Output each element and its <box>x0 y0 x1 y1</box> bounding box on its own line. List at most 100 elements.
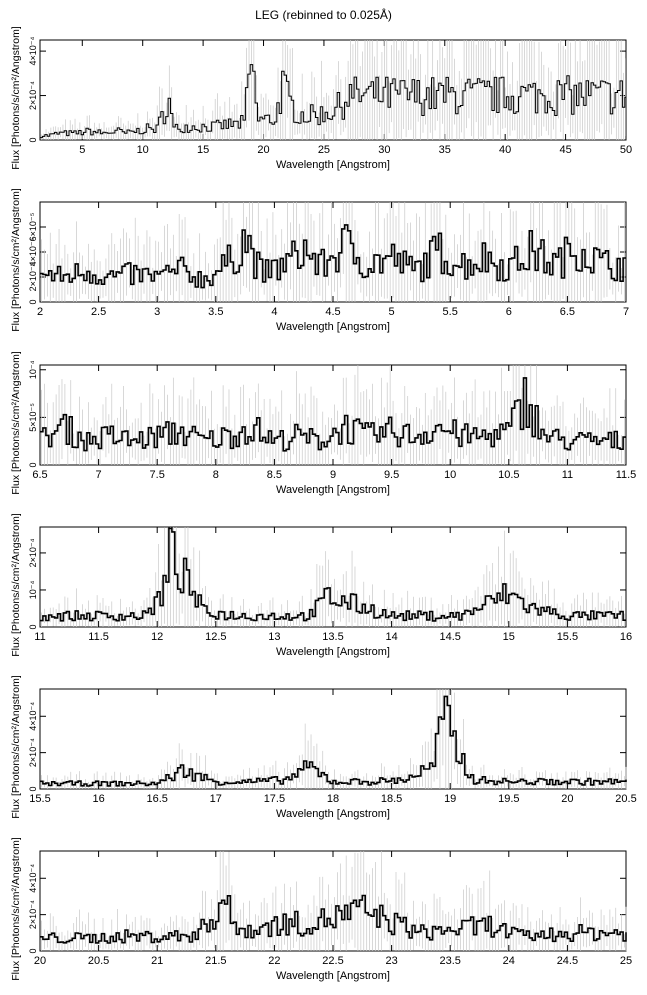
x-tick-label: 20.5 <box>88 955 109 967</box>
x-tick-label: 16 <box>92 793 104 805</box>
x-tick-label: 9.5 <box>384 469 399 481</box>
x-tick-label: 40 <box>499 144 511 156</box>
x-tick-label: 10.5 <box>498 469 519 481</box>
plot-frame <box>39 364 627 466</box>
x-tick-label: 2.5 <box>91 306 106 318</box>
x-tick-label: 22 <box>268 955 280 967</box>
x-tick-label: 21.5 <box>205 955 226 967</box>
x-tick-label: 11 <box>34 631 45 643</box>
x-tick-label: 7 <box>96 469 102 481</box>
x-tick-label: 20.5 <box>615 793 636 805</box>
x-axis-label: Wavelength [Angstrom] <box>276 808 390 820</box>
x-tick-label: 7 <box>623 306 629 318</box>
x-tick-label: 8 <box>213 469 219 481</box>
x-tick-label: 4 <box>271 306 277 318</box>
x-tick-label: 21 <box>151 955 163 967</box>
x-tick-label: 20 <box>257 144 269 156</box>
x-tick-label: 20 <box>34 955 46 967</box>
plot-frame <box>39 688 627 790</box>
x-tick-label: 20 <box>561 793 573 805</box>
x-tick-label: 14 <box>385 631 397 643</box>
x-tick-label: 16.5 <box>146 793 167 805</box>
plot-frame <box>39 526 627 628</box>
y-tick-label: 6×10⁻⁵ <box>28 212 38 241</box>
x-axis-label: Wavelength [Angstrom] <box>276 646 390 658</box>
spectrum-line <box>40 695 627 787</box>
x-tick-label: 6 <box>506 306 512 318</box>
y-axis-label: Flux [Photons/s/cm²/Angstrom] <box>10 351 22 495</box>
x-tick-label: 45 <box>559 144 571 156</box>
spectrum-line <box>40 64 626 139</box>
spectrum-line <box>40 527 626 622</box>
y-tick-label: 2×10⁻⁴ <box>28 538 38 567</box>
x-tick-label: 13.5 <box>322 631 343 643</box>
y-tick-label: 10⁻⁴ <box>28 360 38 379</box>
y-tick-label: 0 <box>28 137 38 142</box>
x-tick-label: 11 <box>562 469 573 481</box>
x-tick-label: 22.5 <box>322 955 343 967</box>
x-tick-label: 23 <box>385 955 397 967</box>
x-tick-label: 18.5 <box>381 793 402 805</box>
y-tick-label: 4×10⁻⁴ <box>28 37 38 66</box>
y-axis-label: Flux [Photons/s/cm²/Angstrom] <box>10 513 22 657</box>
x-tick-label: 15.5 <box>29 793 50 805</box>
y-tick-label: 2×10⁻⁴ <box>28 900 38 929</box>
x-tick-label: 10 <box>444 469 456 481</box>
x-tick-label: 30 <box>378 144 390 156</box>
x-tick-label: 12 <box>151 631 163 643</box>
x-tick-label: 19.5 <box>498 793 519 805</box>
y-tick-label: 0 <box>28 948 38 953</box>
x-tick-label: 17 <box>210 793 222 805</box>
x-tick-label: 5 <box>389 306 395 318</box>
x-tick-label: 23.5 <box>439 955 460 967</box>
x-tick-label: 10 <box>137 144 149 156</box>
x-tick-label: 5 <box>79 144 85 156</box>
x-tick-label: 15 <box>503 631 515 643</box>
y-tick-label: 4×10⁻⁴ <box>28 864 38 893</box>
x-tick-label: 16 <box>620 631 632 643</box>
spectrum-line <box>40 894 627 944</box>
x-tick-label: 15 <box>197 144 209 156</box>
y-tick-label: 4×10⁻⁵ <box>28 237 38 266</box>
x-tick-label: 3.5 <box>208 306 223 318</box>
x-tick-label: 11.5 <box>616 469 637 481</box>
x-tick-label: 35 <box>439 144 451 156</box>
y-tick-label: 2×10⁻⁴ <box>28 738 38 767</box>
x-axis-label: Wavelength [Angstrom] <box>276 484 390 496</box>
y-tick-label: 5×10⁻⁵ <box>28 403 38 432</box>
y-tick-label: 0 <box>28 299 38 304</box>
y-tick-label: 2×10⁻⁵ <box>28 262 38 291</box>
x-tick-label: 7.5 <box>150 469 165 481</box>
y-tick-label: 0 <box>28 786 38 791</box>
x-axis-label: Wavelength [Angstrom] <box>276 321 390 333</box>
x-tick-label: 15.5 <box>557 631 578 643</box>
x-tick-label: 13 <box>268 631 280 643</box>
x-tick-label: 5.5 <box>443 306 458 318</box>
y-axis-label: Flux [Photons/s/cm²/Angstrom] <box>10 675 22 819</box>
y-tick-label: 4×10⁻⁴ <box>28 702 38 731</box>
x-tick-label: 11.5 <box>88 631 109 643</box>
x-tick-label: 25 <box>318 144 330 156</box>
x-tick-label: 25 <box>620 955 632 967</box>
x-tick-label: 18 <box>327 793 339 805</box>
x-tick-label: 8.5 <box>267 469 282 481</box>
x-tick-label: 3 <box>154 306 160 318</box>
x-axis-label: Wavelength [Angstrom] <box>276 970 390 982</box>
x-tick-label: 9 <box>330 469 336 481</box>
x-tick-label: 2 <box>37 306 43 318</box>
y-tick-label: 10⁻⁴ <box>28 581 38 600</box>
x-tick-label: 14.5 <box>439 631 460 643</box>
x-tick-label: 24.5 <box>557 955 578 967</box>
y-axis-label: Flux [Photons/s/cm²/Angstrom] <box>10 188 22 332</box>
x-tick-label: 4.5 <box>325 306 340 318</box>
figure-title: LEG (rebinned to 0.025Å) <box>255 8 392 22</box>
x-tick-label: 50 <box>620 144 632 156</box>
spectrum-line <box>40 377 626 452</box>
y-axis-label: Flux [Photons/s/cm²/Angstrom] <box>10 26 22 170</box>
x-tick-label: 6.5 <box>560 306 575 318</box>
plot-frame <box>39 850 627 952</box>
x-tick-label: 12.5 <box>205 631 226 643</box>
y-tick-label: 0 <box>28 624 38 629</box>
